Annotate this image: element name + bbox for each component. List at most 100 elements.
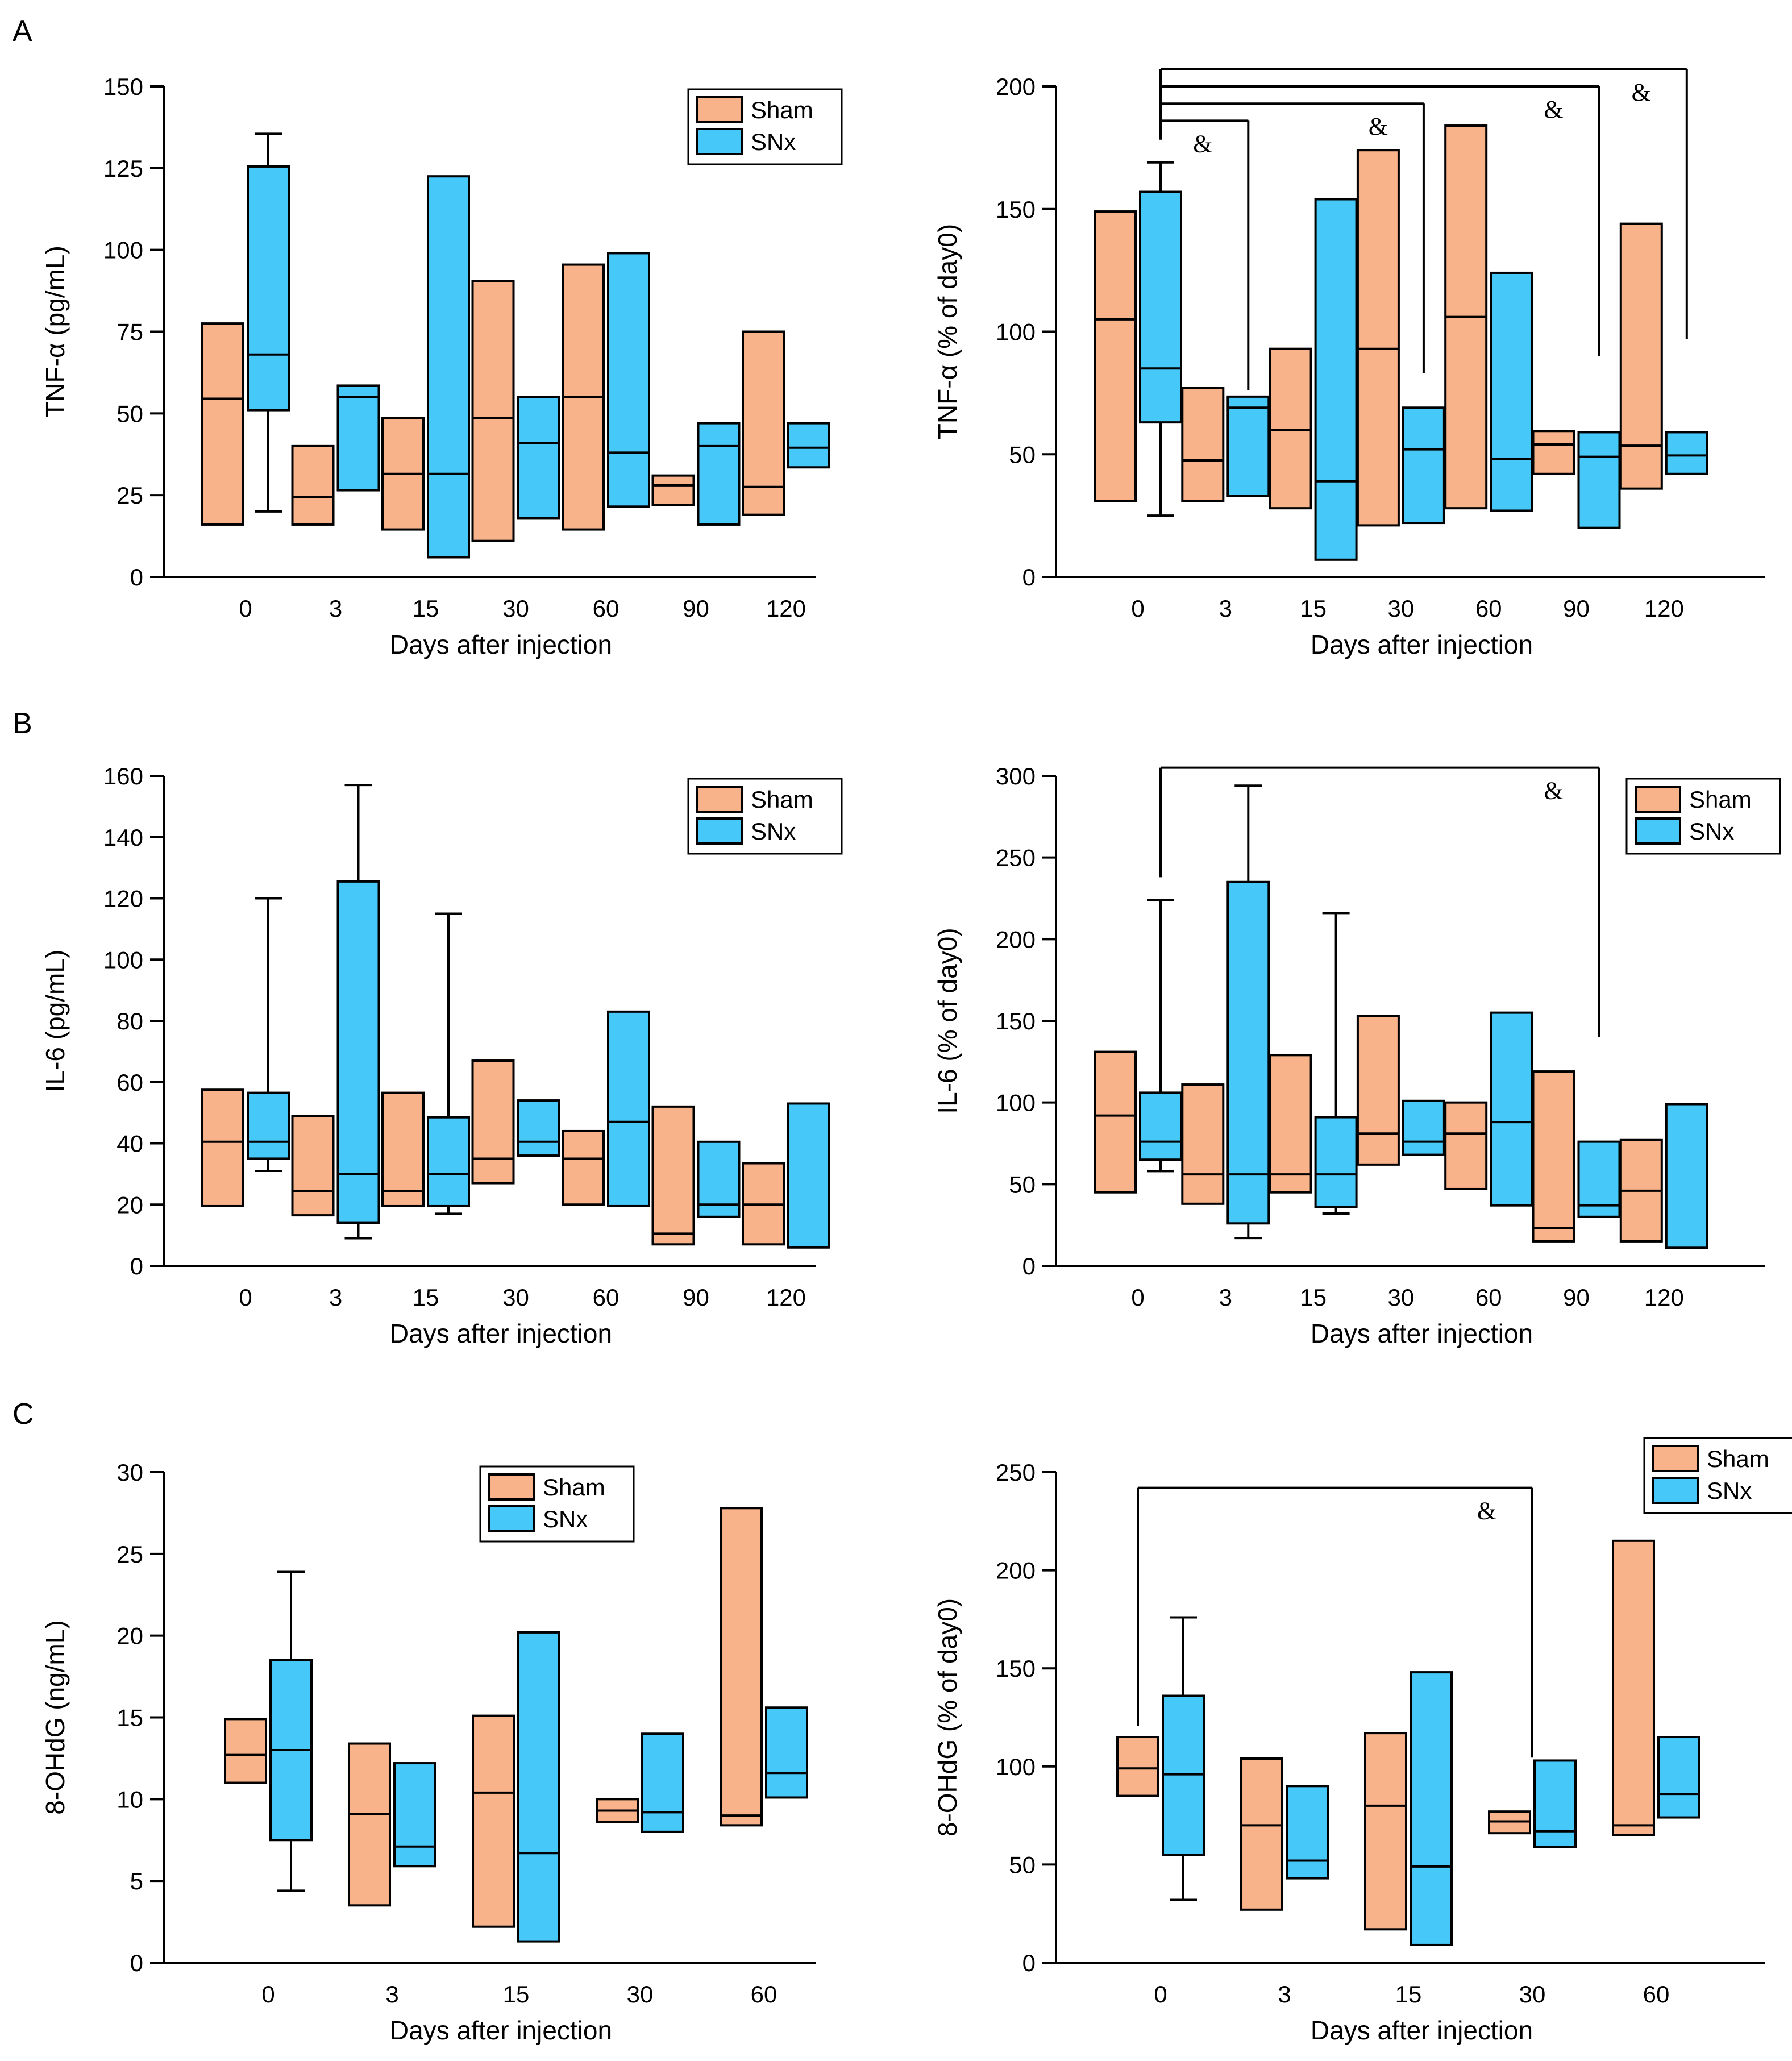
box-sham-90 [1532, 430, 1575, 475]
x-axis-label: Days after injection [1311, 630, 1533, 659]
x-tick-label: 60 [1643, 1981, 1670, 2008]
y-axis-label: 8-OHdG (% of day0) [933, 1598, 962, 1836]
x-tick-label: 60 [1475, 1284, 1502, 1311]
x-tick-label: 0 [261, 1981, 275, 2008]
box-sham-0 [201, 322, 244, 526]
x-tick-label: 60 [593, 1284, 619, 1311]
x-tick-label: 15 [503, 1981, 530, 2008]
y-tick-label: 100 [103, 237, 143, 264]
legend-label-snx: SNx [1707, 1477, 1752, 1504]
y-tick-label: 40 [117, 1131, 143, 1157]
legend-swatch-snx [696, 817, 743, 845]
legend-label-sham: Sham [751, 97, 813, 123]
y-tick-label: 160 [103, 763, 143, 790]
y-tick-label: 10 [117, 1786, 143, 1813]
legend-label-sham: Sham [1689, 786, 1752, 813]
legend: Sham SNx [687, 88, 843, 165]
legend-label-sham: Sham [751, 786, 813, 813]
box-sham-3 [1240, 1757, 1283, 1911]
legend-swatch-snx [696, 128, 743, 155]
box-snx-90 [697, 422, 741, 526]
y-tick-label: 150 [103, 73, 143, 100]
box-snx-60 [765, 1706, 808, 1799]
y-tick-label: 100 [103, 946, 143, 973]
chart-B-rel: 0 50 100 150 200 250 300 0 3 15 30 60 90 120 Days afte… [933, 763, 1781, 1348]
legend-swatch-sham [696, 786, 743, 813]
significance-marker: & [1477, 1497, 1496, 1525]
box-sham-3 [1181, 387, 1225, 502]
box-sham-0 [1116, 1736, 1159, 1797]
x-tick-label: 90 [1563, 1284, 1590, 1311]
y-tick-label: 80 [117, 1008, 143, 1034]
box-sham-90 [651, 1105, 695, 1246]
box-snx-60 [1490, 1011, 1533, 1207]
x-tick-label: 90 [683, 1284, 709, 1311]
y-tick-label: 150 [996, 1008, 1036, 1034]
y-tick-label: 20 [117, 1191, 143, 1218]
box-snx-3 [336, 880, 380, 1224]
x-tick-label: 30 [1519, 1981, 1546, 2008]
x-tick-label: 15 [413, 595, 439, 622]
legend: Sham SNx [687, 778, 843, 855]
y-tick-label: 0 [130, 1253, 143, 1279]
x-tick-label: 0 [1131, 1284, 1144, 1311]
legend: Sham SNx [1625, 778, 1781, 855]
x-tick-label: 3 [329, 1284, 342, 1311]
box-snx-30 [1533, 1759, 1577, 1848]
y-tick-label: 0 [1022, 564, 1036, 591]
significance-marker: & [1544, 95, 1563, 123]
y-tick-label: 30 [117, 1459, 143, 1486]
box-snx-3 [336, 384, 380, 492]
significance-marker: & [1632, 78, 1651, 106]
x-tick-label: 30 [1388, 1284, 1415, 1311]
x-tick-label: 15 [413, 1284, 439, 1311]
box-sham-15 [1269, 1054, 1312, 1194]
panel-label-c: C [13, 1398, 34, 1431]
x-tick-label: 60 [1475, 595, 1502, 622]
y-tick-label: 25 [117, 482, 143, 509]
x-tick-label: 120 [1644, 1284, 1684, 1311]
box-sham-15 [1364, 1732, 1407, 1931]
chart-A-abs: 0 25 50 75 100 125 150 0 3 15 30 60 90 120 Days after … [40, 73, 843, 659]
box-sham-0 [1094, 1050, 1137, 1194]
box-sham-120 [1619, 222, 1663, 490]
y-tick-label: 15 [117, 1705, 143, 1731]
x-tick-label: 0 [239, 1284, 252, 1311]
y-axis-label: 8-OHdG (ng/mL) [40, 1620, 70, 1815]
box-sham-90 [651, 474, 695, 506]
box-snx-120 [787, 422, 830, 469]
y-tick-label: 0 [1022, 1253, 1036, 1279]
box-snx-15 [1410, 1671, 1453, 1946]
y-tick-label: 120 [103, 886, 143, 912]
y-tick-label: 50 [1009, 1171, 1036, 1198]
x-axis-label: Days after injection [390, 2016, 612, 2045]
box-sham-3 [348, 1742, 391, 1907]
box-snx-15 [1314, 1116, 1358, 1208]
y-tick-label: 0 [1022, 1950, 1036, 1976]
chart-B-abs: 0 20 40 60 80 100 120 140 160 0 3 15 30 60 90 120 Days a… [40, 763, 843, 1348]
box-snx-60 [607, 1010, 650, 1207]
y-tick-label: 100 [996, 1753, 1036, 1780]
y-tick-label: 140 [103, 824, 143, 851]
box-snx-3 [1286, 1785, 1329, 1880]
chart-C-rel: 0 50 100 150 200 250 0 3 15 30 60 Days after inject… [933, 1437, 1792, 2045]
chart-C-abs: 0 5 10 15 20 25 30 0 3 15 30 60 Days after injection… [40, 1459, 816, 2045]
box-snx-30 [1402, 1099, 1445, 1156]
x-tick-label: 120 [766, 595, 806, 622]
significance-marker: & [1544, 777, 1563, 805]
panel-label-b: B [13, 707, 32, 740]
x-tick-label: 15 [1300, 1284, 1327, 1311]
box-snx-60 [607, 252, 650, 508]
x-tick-label: 60 [751, 1981, 777, 2008]
legend-swatch-sham [1635, 786, 1681, 813]
y-tick-label: 150 [996, 1655, 1036, 1682]
box-sham-30 [471, 1059, 515, 1185]
x-tick-label: 30 [502, 1284, 529, 1311]
y-tick-label: 200 [996, 1557, 1036, 1584]
y-tick-label: 5 [130, 1868, 143, 1894]
box-sham-30 [1356, 1015, 1400, 1166]
x-tick-label: 0 [1131, 595, 1144, 622]
y-tick-label: 0 [130, 1950, 143, 1976]
